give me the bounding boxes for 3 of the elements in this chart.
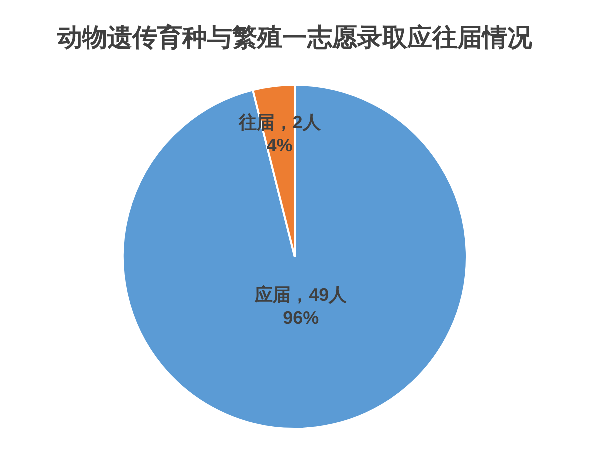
slice-label: 应届，49人 96%: [254, 285, 348, 328]
chart-title: 动物遗传育种与繁殖一志愿录取应往届情况: [56, 23, 534, 52]
pie-slice: [122, 84, 468, 430]
